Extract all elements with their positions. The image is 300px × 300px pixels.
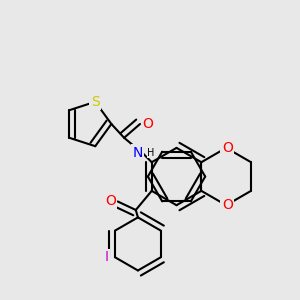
Text: O: O [142, 117, 153, 131]
Text: O: O [222, 141, 233, 155]
Text: I: I [104, 250, 108, 264]
Text: O: O [105, 194, 116, 208]
Text: N: N [133, 146, 143, 160]
Text: S: S [91, 95, 100, 109]
Text: O: O [222, 198, 233, 212]
Text: H: H [148, 148, 155, 158]
